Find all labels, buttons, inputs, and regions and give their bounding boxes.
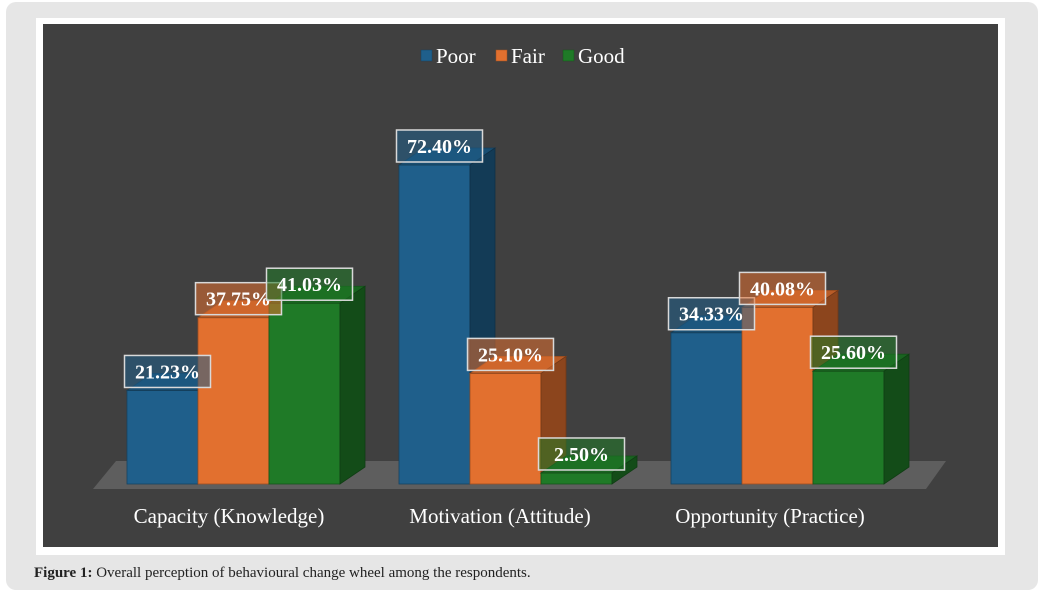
- data-label-poor-motivation-attitude: 72.40%: [395, 129, 484, 163]
- data-label-fair-opportunity-practice: 40.08%: [738, 271, 827, 306]
- data-label-text: 25.60%: [821, 342, 886, 364]
- legend-label: Good: [578, 44, 625, 68]
- bar-good-capacity-knowledge: [267, 285, 367, 485]
- bar-front: [398, 164, 471, 485]
- figure-caption: Figure 1: Overall perception of behaviou…: [34, 565, 531, 582]
- bar-front: [126, 390, 199, 485]
- data-label-box: [123, 354, 212, 389]
- legend-label: Fair: [511, 44, 545, 68]
- data-label-box: [265, 267, 354, 301]
- legend-swatch: [420, 49, 433, 62]
- data-label-box: [395, 129, 484, 163]
- bar-front: [268, 302, 341, 485]
- bar-side: [883, 353, 910, 485]
- data-label-text: 25.10%: [478, 344, 543, 366]
- caption-text: Overall perception of behavioural change…: [92, 565, 531, 581]
- data-label-text: 37.75%: [206, 289, 271, 311]
- legend-item-fair: Fair: [495, 44, 545, 68]
- data-label-text: 2.50%: [554, 444, 609, 466]
- legend-label: Poor: [436, 44, 476, 68]
- data-label-text: 72.40%: [407, 136, 472, 158]
- bar-front: [741, 307, 814, 485]
- data-label-box: [466, 337, 555, 372]
- bar-chart: Capacity (Knowledge) Motivation (Attitude…: [93, 44, 946, 528]
- data-label-text: 40.08%: [750, 278, 815, 300]
- bar-front: [670, 332, 743, 485]
- category-label-opportunity-practice: Opportunity (Practice): [675, 504, 865, 528]
- data-label-box: [738, 271, 827, 306]
- chart-area: Capacity (Knowledge) Motivation (Attitude…: [43, 24, 998, 547]
- data-label-text: 41.03%: [277, 274, 342, 296]
- legend-item-good: Good: [562, 44, 625, 68]
- bar-front: [540, 472, 613, 485]
- legend-item-poor: Poor: [420, 44, 476, 68]
- caption-label: Figure 1:: [34, 565, 93, 581]
- data-label-box: [537, 437, 626, 471]
- data-label-text: 34.33%: [679, 304, 744, 326]
- data-label-text: 21.23%: [135, 361, 200, 383]
- bar-good-opportunity-practice: [811, 353, 911, 485]
- data-label-good-capacity-knowledge: 41.03%: [265, 267, 354, 301]
- data-label-poor-capacity-knowledge: 21.23%: [123, 354, 212, 389]
- bar-front: [197, 317, 270, 485]
- bar-front: [469, 373, 542, 485]
- legend-swatch: [562, 49, 575, 62]
- category-label-motivation-attitude: Motivation (Attitude): [409, 504, 590, 528]
- category-label-capacity-knowledge: Capacity (Knowledge): [134, 504, 325, 528]
- data-label-good-motivation-attitude: 2.50%: [537, 437, 626, 471]
- data-label-fair-motivation-attitude: 25.10%: [466, 337, 555, 372]
- bar-side: [339, 285, 366, 485]
- bar-front: [812, 370, 885, 485]
- legend-swatch: [495, 49, 508, 62]
- data-label-box: [809, 335, 898, 369]
- data-label-good-opportunity-practice: 25.60%: [809, 335, 898, 369]
